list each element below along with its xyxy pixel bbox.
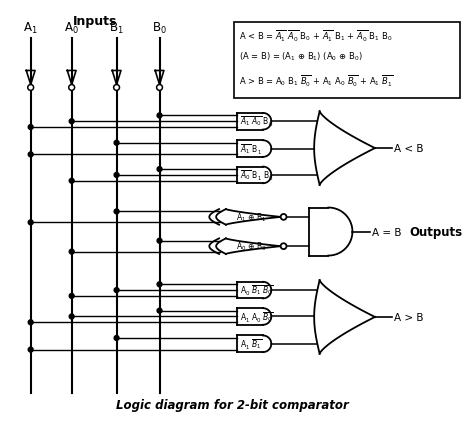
Text: $\overline{A_1}$ B$_1$: $\overline{A_1}$ B$_1$	[239, 142, 262, 156]
Circle shape	[157, 308, 162, 314]
Circle shape	[69, 314, 74, 319]
Circle shape	[28, 85, 34, 91]
Circle shape	[28, 220, 33, 225]
Circle shape	[69, 85, 74, 91]
Text: A < B = $\overline{A_1}$ $\overline{A_0}$ B$_0$ + $\overline{A_1}$ B$_1$ + $\ove: A < B = $\overline{A_1}$ $\overline{A_0}…	[238, 29, 392, 44]
Text: B$_1$: B$_1$	[109, 21, 124, 36]
Circle shape	[69, 250, 74, 254]
Text: Outputs: Outputs	[409, 225, 462, 239]
Text: A$_0$ $\overline{B_1}$ $\overline{B_0}$: A$_0$ $\overline{B_1}$ $\overline{B_0}$	[239, 283, 273, 298]
Circle shape	[28, 125, 33, 130]
Circle shape	[281, 244, 286, 250]
Circle shape	[114, 288, 119, 293]
Text: A$_0$ $\oplus$ B$_0$: A$_0$ $\oplus$ B$_0$	[236, 240, 266, 253]
Circle shape	[281, 214, 286, 220]
Text: Logic diagram for 2-bit comparator: Logic diagram for 2-bit comparator	[117, 398, 349, 411]
Circle shape	[157, 167, 162, 172]
Text: (A = B) = (A$_1$ $\oplus$ B$_1$) (A$_0$ $\oplus$ B$_0$): (A = B) = (A$_1$ $\oplus$ B$_1$) (A$_0$ …	[238, 51, 362, 63]
Text: A$_1$ A$_0$ $\overline{B_0}$: A$_1$ A$_0$ $\overline{B_0}$	[239, 310, 273, 324]
Text: A = B: A = B	[372, 227, 401, 237]
Circle shape	[114, 85, 119, 91]
Text: A < B: A < B	[394, 144, 424, 154]
Text: Inputs: Inputs	[73, 15, 117, 28]
Circle shape	[69, 179, 74, 184]
Text: $\overline{A_0}$ B$_1$ B$_0$: $\overline{A_0}$ B$_1$ B$_0$	[239, 168, 273, 183]
Text: A$_0$: A$_0$	[64, 21, 79, 36]
Circle shape	[69, 294, 74, 299]
Circle shape	[157, 282, 162, 287]
Circle shape	[114, 173, 119, 178]
Circle shape	[114, 210, 119, 214]
Text: A > B = A$_0$ B$_1$ $\overline{B_0}$ + A$_1$ A$_0$ $\overline{B_0}$ + A$_1$ $\ov: A > B = A$_0$ B$_1$ $\overline{B_0}$ + A…	[238, 73, 393, 89]
Circle shape	[114, 141, 119, 146]
Circle shape	[157, 239, 162, 244]
Circle shape	[114, 336, 119, 341]
Circle shape	[28, 153, 33, 158]
Circle shape	[157, 114, 162, 118]
Text: A > B: A > B	[394, 312, 424, 322]
Circle shape	[28, 347, 33, 352]
Text: A$_1$ $\overline{B_1}$: A$_1$ $\overline{B_1}$	[239, 337, 262, 351]
Text: B$_0$: B$_0$	[152, 21, 167, 36]
Circle shape	[69, 120, 74, 124]
Text: A$_1$ $\oplus$ B$_1$: A$_1$ $\oplus$ B$_1$	[236, 211, 266, 224]
Circle shape	[28, 320, 33, 325]
Text: $\overline{A_1}$ $\overline{A_0}$ B$_0$: $\overline{A_1}$ $\overline{A_0}$ B$_0$	[239, 115, 273, 129]
Bar	[234, 23, 460, 98]
Text: A$_1$: A$_1$	[23, 21, 38, 36]
Circle shape	[156, 85, 163, 91]
